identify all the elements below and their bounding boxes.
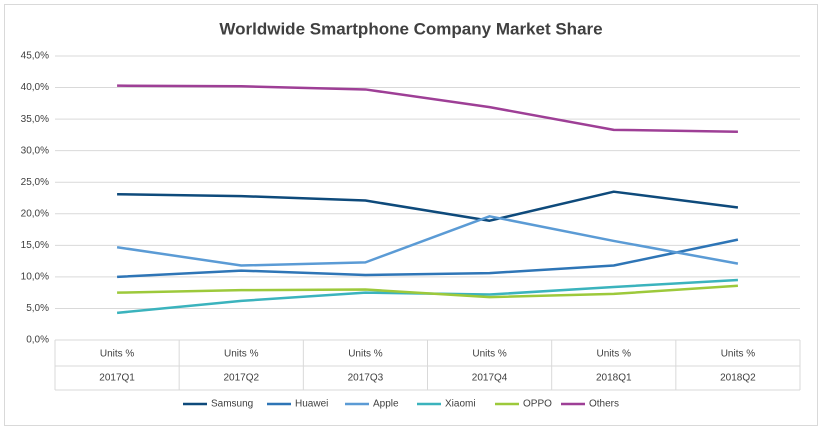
x-tick-unit-label: Units % [348, 349, 383, 360]
chart-border [4, 4, 818, 426]
series-line [116, 215, 739, 267]
x-tick-unit-label: Units % [472, 349, 507, 360]
legend-label: Apple [373, 399, 399, 410]
y-tick-label: 40,0% [21, 82, 49, 93]
x-tick-unit-label: Units % [100, 349, 135, 360]
series-line [117, 284, 738, 299]
x-tick-unit-label: Units % [597, 349, 632, 360]
chart-title: Worldwide Smartphone Company Market Shar… [219, 19, 602, 38]
legend-label: Xiaomi [445, 399, 476, 410]
x-tick-label: 2017Q1 [99, 373, 135, 384]
x-tick-label: 2018Q2 [720, 373, 756, 384]
series-line [117, 84, 738, 133]
x-tick-unit-label: Units % [224, 349, 259, 360]
x-tick-label: 2017Q2 [223, 373, 259, 384]
y-tick-label: 5,0% [26, 303, 49, 314]
legend-label: OPPO [523, 399, 552, 410]
legend-label: Others [589, 399, 619, 410]
x-tick-label: 2018Q1 [596, 373, 632, 384]
series-line [117, 238, 739, 279]
y-tick-label: 15,0% [21, 240, 49, 251]
y-tick-label: 0,0% [26, 335, 49, 346]
series-line [117, 190, 739, 222]
y-tick-label: 45,0% [21, 51, 49, 62]
x-tick-unit-label: Units % [721, 349, 756, 360]
y-tick-label: 35,0% [21, 114, 49, 125]
y-tick-label: 25,0% [21, 177, 49, 188]
legend-label: Huawei [295, 399, 328, 410]
y-tick-label: 30,0% [21, 145, 49, 156]
x-tick-label: 2017Q3 [348, 373, 384, 384]
x-tick-label: 2017Q4 [472, 373, 508, 384]
legend-label: Samsung [211, 399, 253, 410]
y-tick-label: 10,0% [21, 272, 49, 283]
y-tick-label: 20,0% [21, 208, 49, 219]
